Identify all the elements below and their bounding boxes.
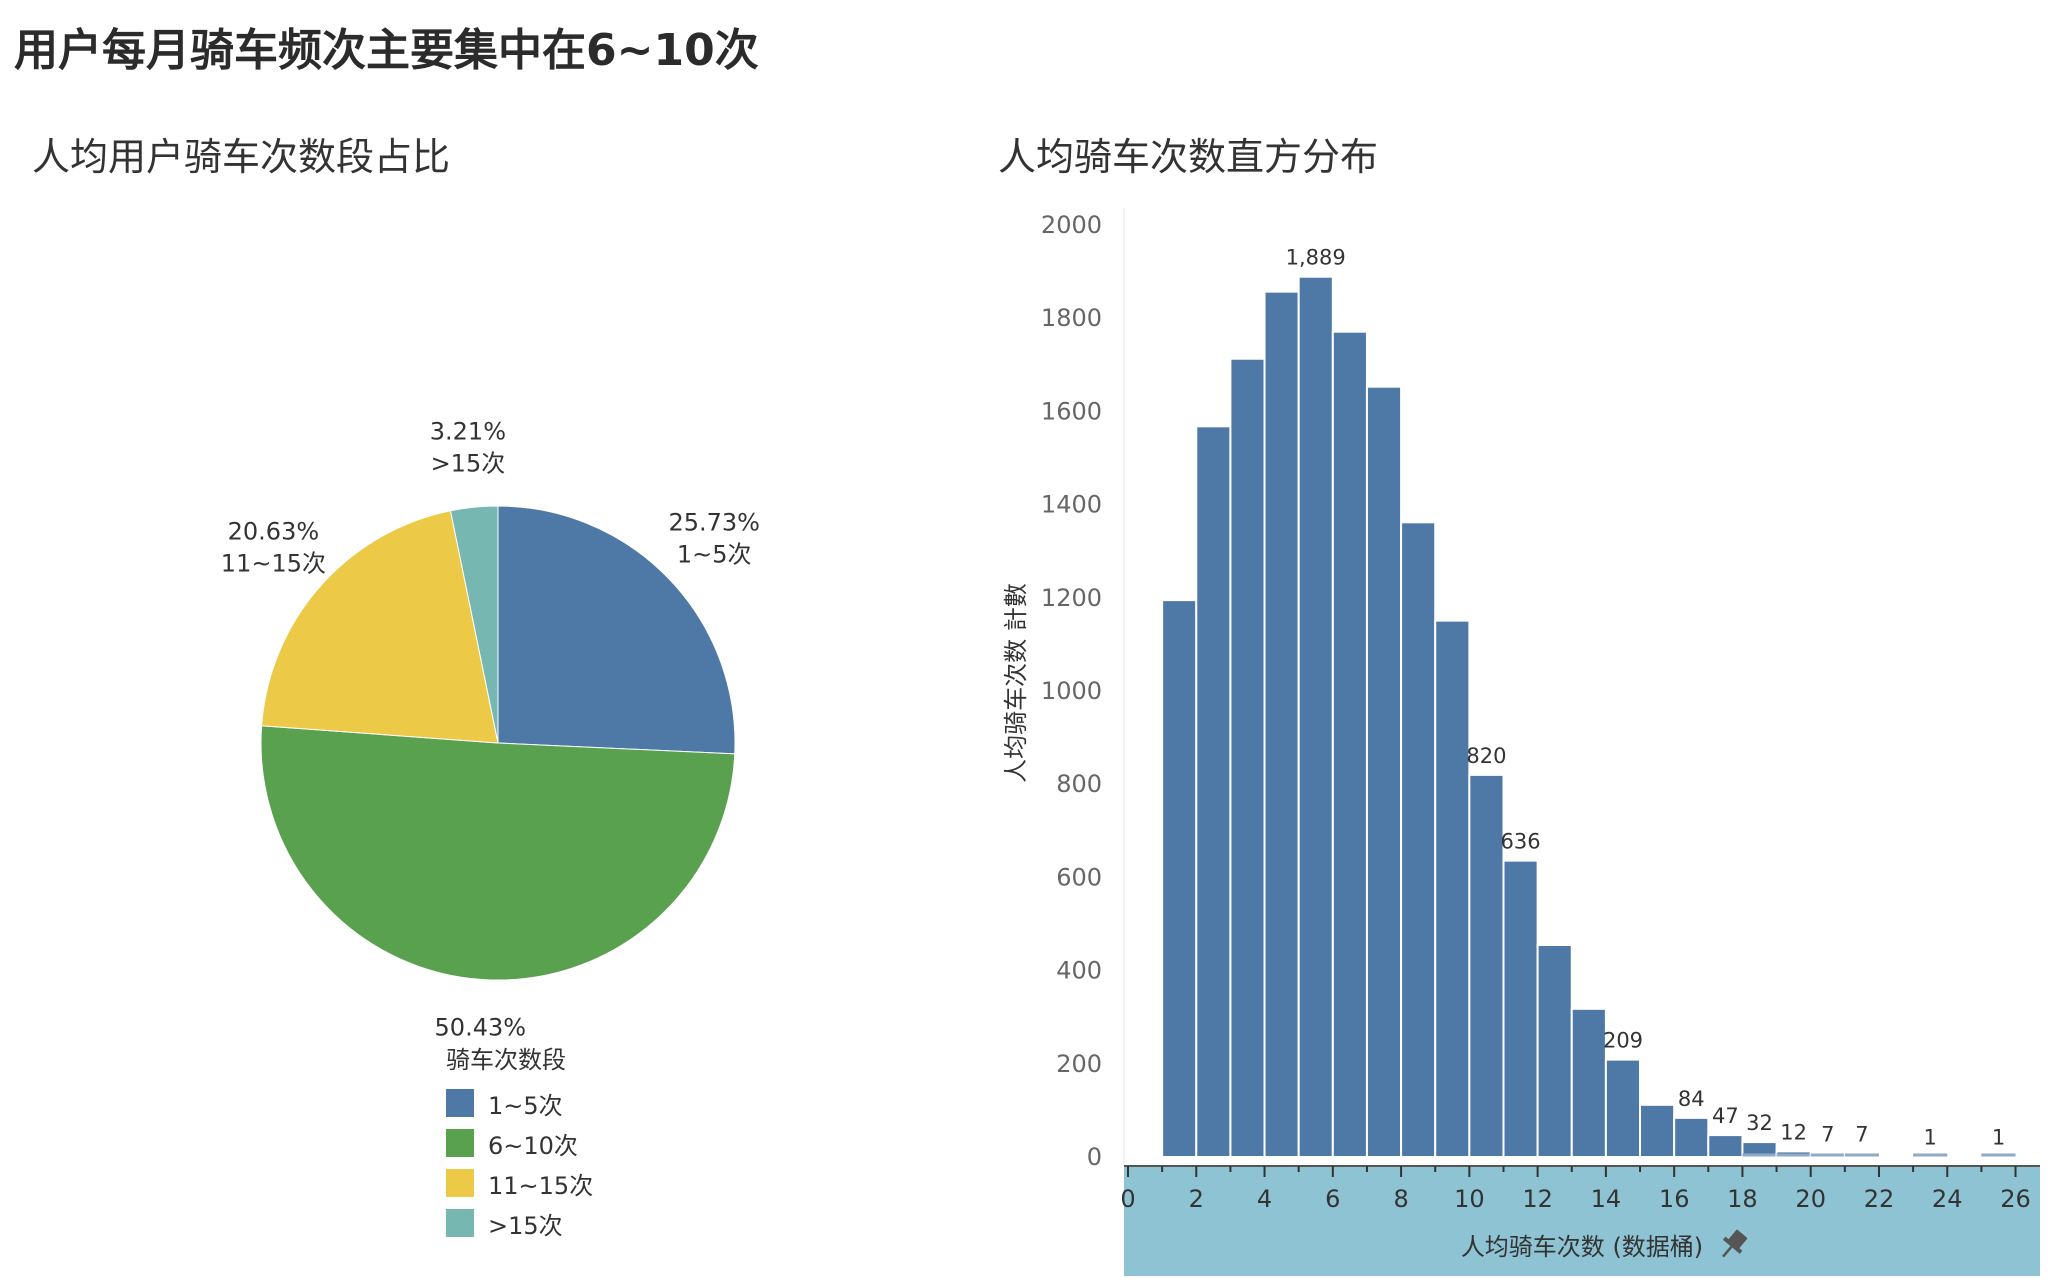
- y-tick-label: 1200: [1041, 584, 1102, 612]
- bar-data-label: 1: [1992, 1126, 2005, 1150]
- y-tick-label: 0: [1087, 1143, 1102, 1171]
- legend-item: >15次: [446, 1203, 593, 1243]
- legend-swatch: [446, 1089, 474, 1117]
- page-title: 用户每月骑车频次主要集中在6~10次: [14, 25, 759, 76]
- bar-data-label: 1,889: [1286, 246, 1346, 270]
- legend-item: 1~5次: [446, 1083, 593, 1123]
- bar-data-label: 636: [1501, 830, 1541, 854]
- pie-percent-label: 20.63%: [228, 518, 320, 546]
- pie-category-label: >15次: [431, 450, 506, 478]
- x-tick-label: 2: [1189, 1185, 1204, 1213]
- x-tick-label: 6: [1325, 1185, 1340, 1213]
- pie-category-label: 11~15次: [221, 550, 326, 578]
- x-tick-label: 8: [1393, 1185, 1408, 1213]
- legend-item: 11~15次: [446, 1163, 593, 1203]
- histogram-bar: [1536, 943, 1573, 1158]
- legend-label: >15次: [488, 1211, 563, 1240]
- bar-data-label: 209: [1603, 1029, 1643, 1053]
- histogram-bar: [1331, 330, 1368, 1158]
- pie-slice: [260, 725, 736, 981]
- histogram-bar: [1741, 1141, 1778, 1158]
- y-tick-label: 1400: [1041, 491, 1102, 519]
- histogram-bar: [1673, 1116, 1710, 1158]
- x-tick-label: 10: [1454, 1185, 1485, 1213]
- x-tick-label: 24: [1932, 1185, 1963, 1213]
- histogram-bar: [1639, 1103, 1676, 1159]
- histogram-bar: [1400, 521, 1437, 1158]
- histogram-bar: [1468, 773, 1505, 1158]
- bar-data-label: 47: [1712, 1104, 1739, 1128]
- pie-percent-label: 3.21%: [430, 418, 506, 446]
- bar-data-label: 1: [1924, 1126, 1937, 1150]
- x-tick-label: 0: [1120, 1185, 1135, 1213]
- y-axis-label: 人均骑车次数 計數: [1002, 583, 1030, 783]
- x-tick-label: 20: [1795, 1185, 1826, 1213]
- y-tick-label: 1000: [1041, 677, 1102, 705]
- histogram-bar: [1161, 599, 1198, 1158]
- y-tick-label: 1800: [1041, 304, 1102, 332]
- pie-category-label: 1~5次: [677, 541, 752, 569]
- pie-percent-label: 50.43%: [435, 1014, 527, 1041]
- histogram-bar: [1707, 1134, 1744, 1158]
- bar-data-label: 820: [1466, 744, 1506, 768]
- x-tick-label: 4: [1257, 1185, 1272, 1213]
- y-tick-label: 1600: [1041, 397, 1102, 425]
- pie-slice: [261, 510, 499, 744]
- histogram-bar: [1434, 619, 1471, 1158]
- pie-chart: 25.73%1~5次50.43%6~10次20.63%11~15次3.21%>1…: [221, 418, 760, 1041]
- bar-data-label: 84: [1678, 1087, 1705, 1111]
- bar-data-label: 12: [1780, 1120, 1807, 1144]
- pie-slice: [497, 505, 736, 755]
- y-tick-label: 2000: [1041, 211, 1102, 239]
- y-tick-label: 800: [1056, 770, 1102, 798]
- histogram-bar: [1604, 1058, 1642, 1158]
- x-tick-label: 26: [2000, 1185, 2031, 1213]
- x-tick-label: 16: [1659, 1185, 1690, 1213]
- pin-icon-bar: [1722, 1236, 1743, 1254]
- y-tick-label: 400: [1056, 957, 1102, 985]
- legend-swatch: [446, 1129, 474, 1157]
- pie-chart-title: 人均用户骑车次数段占比: [32, 135, 451, 179]
- pie-legend: 骑车次数段 1~5次 6~10次 11~15次 >15次: [446, 1040, 593, 1243]
- x-tick-label: 18: [1727, 1185, 1758, 1213]
- legend-swatch: [446, 1169, 474, 1197]
- x-tick-label: 22: [1864, 1185, 1895, 1213]
- x-tick-label: 14: [1591, 1185, 1622, 1213]
- histogram-bar: [1229, 357, 1266, 1158]
- histogram-bar: [1195, 425, 1232, 1158]
- x-axis-band[interactable]: [1124, 1166, 2040, 1276]
- y-tick-label: 600: [1056, 863, 1102, 891]
- bar-data-label: 7: [1855, 1123, 1868, 1147]
- pie-slice: [449, 505, 499, 744]
- legend-label: 11~15次: [488, 1171, 594, 1200]
- histogram-bar: [1297, 275, 1334, 1159]
- histogram-bar: [1502, 859, 1539, 1158]
- histogram-title: 人均骑车次数直方分布: [998, 135, 1379, 179]
- x-axis-label: 人均骑车次数 (数据桶): [1461, 1233, 1703, 1261]
- bar-data-label: 7: [1821, 1123, 1834, 1147]
- histogram-bar: [1365, 385, 1403, 1158]
- histogram-bar: [1263, 290, 1300, 1158]
- y-tick-label: 200: [1056, 1050, 1102, 1078]
- legend-swatch: [446, 1209, 474, 1237]
- legend-title: 骑车次数段: [446, 1046, 566, 1074]
- legend-label: 6~10次: [488, 1131, 578, 1160]
- bar-data-label: 32: [1746, 1111, 1773, 1135]
- pin-icon-needle: [1722, 1245, 1733, 1258]
- histogram-bar: [1570, 1007, 1607, 1158]
- x-tick-label: 12: [1522, 1185, 1553, 1213]
- legend-label: 1~5次: [488, 1091, 563, 1120]
- pie-percent-label: 25.73%: [668, 509, 760, 537]
- legend-item: 6~10次: [446, 1123, 593, 1163]
- pin-icon[interactable]: [1715, 1227, 1751, 1264]
